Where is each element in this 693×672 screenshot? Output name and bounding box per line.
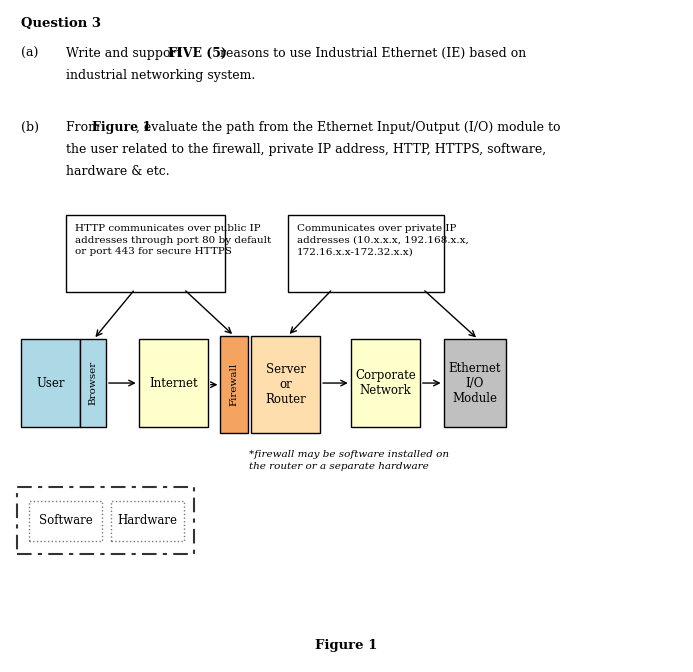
FancyBboxPatch shape [80,339,106,427]
Text: From: From [66,121,104,134]
FancyBboxPatch shape [251,336,320,433]
FancyBboxPatch shape [111,501,184,541]
Text: Question 3: Question 3 [21,17,100,30]
Text: reasons to use Industrial Ethernet (IE) based on: reasons to use Industrial Ethernet (IE) … [216,47,526,60]
Text: *firewall may be software installed on
the router or a separate hardware: *firewall may be software installed on t… [249,450,450,471]
Text: , evaluate the path from the Ethernet Input/Output (I/O) module to: , evaluate the path from the Ethernet In… [136,121,561,134]
Text: User: User [36,376,64,390]
Text: Internet: Internet [149,376,198,390]
Text: Figure 1: Figure 1 [315,639,378,652]
FancyBboxPatch shape [444,339,506,427]
Text: Corporate
Network: Corporate Network [355,369,416,397]
FancyBboxPatch shape [66,215,225,292]
Text: (b): (b) [21,121,39,134]
Text: Write and support: Write and support [66,47,185,60]
Text: Figure 1: Figure 1 [92,121,151,134]
Text: the user related to the firewall, private IP address, HTTP, HTTPS, software,: the user related to the firewall, privat… [66,143,546,156]
Text: Hardware: Hardware [117,514,177,528]
Text: Firewall: Firewall [230,363,238,407]
Text: Communicates over private IP
addresses (10.x.x.x, 192.168.x.x,
172.16.x.x-172.32: Communicates over private IP addresses (… [297,224,468,257]
FancyBboxPatch shape [220,336,248,433]
Text: (a): (a) [21,47,38,60]
Text: FIVE (5): FIVE (5) [168,47,227,60]
FancyBboxPatch shape [139,339,208,427]
Text: Software: Software [39,514,92,528]
Text: HTTP communicates over public IP
addresses through port 80 by default
or port 44: HTTP communicates over public IP address… [75,224,271,257]
FancyBboxPatch shape [351,339,420,427]
Text: Ethernet
I/O
Module: Ethernet I/O Module [448,362,501,405]
FancyBboxPatch shape [29,501,102,541]
Text: industrial networking system.: industrial networking system. [66,69,255,82]
FancyBboxPatch shape [288,215,444,292]
Text: Server
or
Router: Server or Router [265,364,306,406]
FancyBboxPatch shape [21,339,80,427]
Text: hardware & etc.: hardware & etc. [66,165,170,178]
Text: Browser: Browser [89,361,97,405]
